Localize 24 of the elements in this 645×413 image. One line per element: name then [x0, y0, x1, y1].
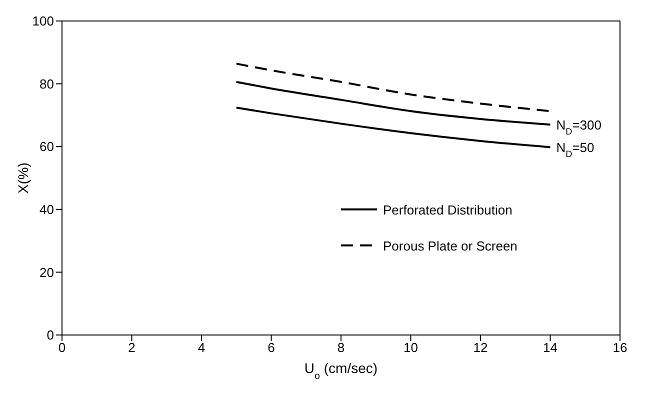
y-axis-title: X(%): [15, 162, 31, 194]
y-tick-label: 0: [46, 328, 54, 343]
legend-label: Porous Plate or Screen: [383, 238, 518, 254]
x-tick-label: 0: [58, 340, 66, 356]
x-tick-label: 14: [543, 340, 558, 356]
x-tick-label: 12: [473, 340, 488, 356]
x-tick-label: 10: [404, 340, 418, 356]
x-tick-label: 6: [268, 340, 275, 356]
y-tick-label: 100: [32, 14, 54, 29]
series-label: N$_{D}$=300: [556, 118, 602, 137]
series-label: N$_{D}$=50: [556, 140, 594, 160]
x-tick-label: 4: [198, 340, 206, 356]
x-tick-label: 8: [337, 340, 345, 356]
x-axis-title: U$_{o}$ (cm/sec): [304, 360, 378, 382]
y-tick-label: 20: [40, 264, 54, 280]
line-series: [235, 106, 552, 148]
line-series: [235, 62, 552, 112]
annotation: Perforated Distribution: [383, 202, 512, 218]
x-tick-label: 2: [128, 340, 136, 356]
line-series: [235, 80, 552, 126]
y-tick-label: 40: [40, 202, 54, 218]
y-tick-label: 80: [40, 76, 54, 92]
x-tick-label: 16: [612, 340, 628, 356]
y-tick-label: 60: [40, 139, 54, 154]
